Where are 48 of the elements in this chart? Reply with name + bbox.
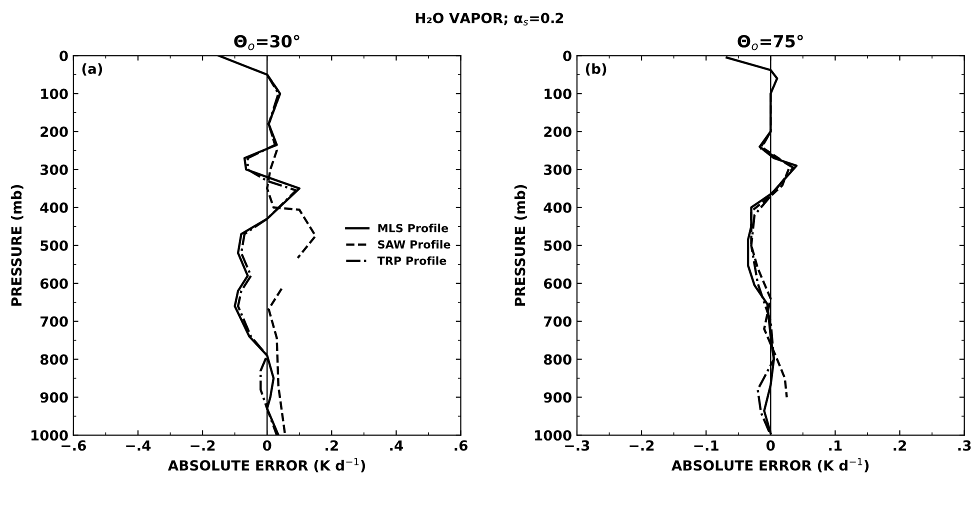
y-tick-label: 0 [60,50,68,62]
y-tick-label: 300 [40,164,68,175]
y-tick-label: 700 [544,316,572,327]
y-tick-label: 1000 [535,430,572,441]
x-tick-label: 0 [262,440,272,451]
y-tick-label: 500 [40,240,68,251]
y-tick-label: 200 [544,126,572,138]
legend-label: MLS Profile [378,224,448,232]
y-tick-label: 800 [544,354,572,365]
x-tick-label: .2 [894,440,906,451]
y-tick-label: 100 [41,88,68,100]
y-tick-label: 200 [40,126,68,138]
annotation: (b) [586,63,606,76]
x-tick-label: −.1 [694,440,718,451]
y-tick-label: 900 [544,392,572,403]
x-axis-title: ABSOLUTE ERROR (K d$^{−1}$) [671,458,869,472]
x-tick-label: .4 [390,440,404,451]
y-tick-label: 1000 [31,430,68,441]
x-tick-label: .2 [326,440,338,451]
y-tick-label: 300 [544,164,572,175]
x-tick-label: .6 [454,440,468,451]
text: H₂O VAPOR; α$_{s}$=0.2 [416,12,564,26]
annotation: (a) [82,63,102,76]
y-tick-label: 0 [563,50,572,62]
chart-title: Θ$_{o}$=30° [234,34,300,50]
x-tick-label: −.2 [630,440,654,451]
legend-label: TRP Profile [377,256,446,265]
y-tick-label: 500 [544,240,572,251]
y-tick-label: 400 [40,202,68,213]
y-tick-label: 100 [544,88,572,100]
x-tick-label: 0 [766,440,775,451]
x-tick-label: .1 [829,440,842,451]
y-axis-title: PRESSURE (mb) [514,185,527,306]
y-tick-label: 700 [40,316,68,327]
y-tick-label: 900 [40,392,68,403]
chart-title: Θ$_{o}$=75° [738,34,803,50]
y-tick-label: 600 [544,278,572,289]
y-tick-label: 800 [40,354,68,365]
x-tick-label: −.2 [190,440,215,451]
y-tick-label: 400 [544,202,572,213]
x-tick-label: −.3 [565,440,590,451]
x-tick-label: −.4 [126,440,151,451]
y-tick-label: 600 [40,278,68,289]
x-axis-title: ABSOLUTE ERROR (K d$^{−1}$) [168,458,366,472]
y-axis-title: PRESSURE (mb) [10,185,24,306]
x-tick-label: −.6 [62,440,86,451]
x-tick-label: .3 [958,440,971,451]
legend-label: SAW Profile [378,240,450,249]
